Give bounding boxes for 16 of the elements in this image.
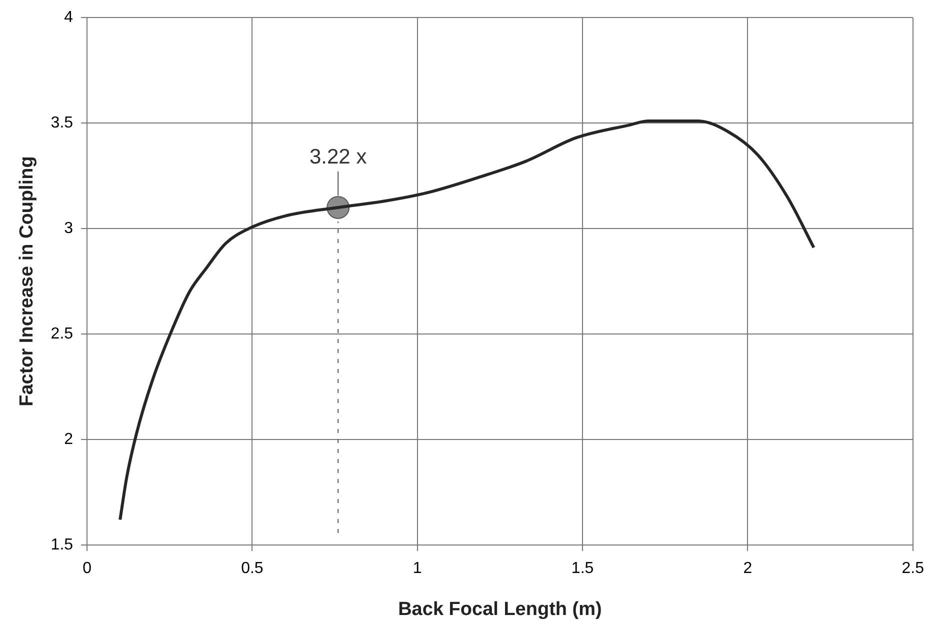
line-series: [118, 119, 816, 522]
x-axis-title: Back Focal Length (m): [398, 598, 602, 620]
y-axis-title: Factor Increase in Coupling: [16, 156, 38, 406]
x-tick-label: 0.5: [241, 560, 264, 578]
x-tick-label: 1.5: [571, 560, 594, 578]
y-tick-label: 2.5: [50, 325, 74, 342]
x-tick-label: 2.5: [902, 560, 924, 578]
y-tick-label: 4: [64, 9, 74, 26]
x-tick-label: 2: [743, 560, 752, 578]
y-tick-label: 2: [64, 430, 74, 448]
y-tick-label: 1.5: [50, 536, 74, 554]
x-tick-label: 0: [82, 560, 92, 578]
x-tick-label: 1: [412, 560, 422, 578]
annotation: 3.22 x: [309, 145, 368, 168]
y-tick-label: 3.5: [50, 114, 74, 132]
y-tick-label: 3: [64, 220, 74, 237]
